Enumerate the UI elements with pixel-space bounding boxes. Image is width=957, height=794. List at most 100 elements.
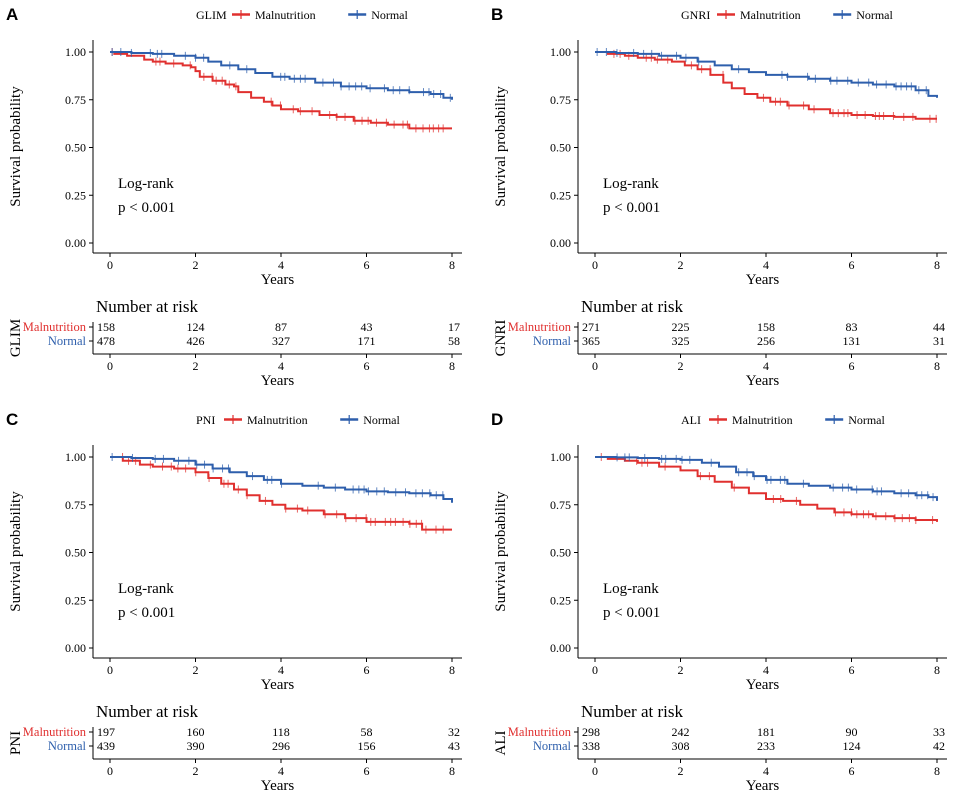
y-tick-label: 1.00	[550, 450, 571, 464]
x-axis-title: Years	[746, 272, 780, 288]
risk-count: 43	[448, 739, 460, 753]
risk-count: 242	[672, 725, 690, 739]
legend-title: GNRI	[681, 8, 710, 22]
risk-count: 90	[846, 725, 858, 739]
censor-marks-normal	[616, 453, 934, 502]
logrank-label: Log-rank	[118, 176, 174, 192]
risk-row-label-malnutrition: Malnutrition	[23, 320, 87, 334]
y-tick-label: 0.50	[550, 546, 571, 560]
y-tick-label: 0.00	[65, 236, 86, 250]
km-panel-a: A GLIM Malnutrition Normal0.000.250.500.751…	[6, 5, 462, 389]
risk-count: 131	[843, 334, 861, 348]
censor-marks-malnutrition	[122, 453, 444, 534]
risk-row-label-normal: Normal	[533, 334, 572, 348]
legend-label-malnutrition: Malnutrition	[740, 8, 801, 22]
x-axis-title: Years	[261, 677, 295, 693]
y-tick-label: 0.25	[65, 593, 86, 607]
risk-x-tick-label: 6	[849, 764, 855, 778]
y-tick-label: 0.00	[550, 641, 571, 655]
y-axis-title: Survival probability	[493, 491, 509, 612]
x-tick-label: 0	[107, 663, 113, 677]
x-tick-label: 2	[678, 258, 684, 272]
legend-title: PNI	[196, 413, 215, 427]
y-axis-title: Survival probability	[493, 86, 509, 207]
risk-x-tick-label: 4	[763, 359, 769, 373]
x-axis-title: Years	[261, 272, 295, 288]
x-tick-label: 4	[763, 258, 769, 272]
x-tick-label: 8	[449, 663, 455, 677]
risk-count: 83	[846, 320, 858, 334]
risk-x-tick-label: 8	[934, 764, 940, 778]
risk-count: 233	[757, 739, 775, 753]
risk-count: 308	[672, 739, 690, 753]
risk-count: 58	[448, 334, 460, 348]
y-tick-label: 1.00	[65, 45, 86, 59]
logrank-label: Log-rank	[118, 581, 174, 597]
panel-letter: C	[6, 410, 18, 429]
risk-count: 156	[358, 739, 376, 753]
risk-count: 171	[358, 334, 376, 348]
legend-title: GLIM	[196, 8, 227, 22]
x-tick-label: 8	[934, 258, 940, 272]
x-tick-label: 0	[107, 258, 113, 272]
risk-count: 426	[187, 334, 205, 348]
p-value-label: p < 0.001	[118, 605, 175, 621]
risk-count: 158	[97, 320, 115, 334]
risk-count: 33	[933, 725, 945, 739]
risk-count: 43	[361, 320, 373, 334]
x-tick-label: 2	[193, 663, 199, 677]
risk-count: 124	[843, 739, 861, 753]
y-axis-title: Survival probability	[8, 491, 24, 612]
risk-strata-label: PNI	[8, 731, 24, 755]
censor-marks-malnutrition	[600, 453, 934, 525]
risk-row-label-normal: Normal	[48, 739, 87, 753]
censor-marks-normal	[596, 48, 927, 95]
risk-count: 31	[933, 334, 945, 348]
risk-count: 271	[582, 320, 600, 334]
x-tick-label: 2	[193, 258, 199, 272]
y-axis-title: Survival probability	[8, 86, 24, 207]
risk-count: 225	[672, 320, 690, 334]
legend-label-malnutrition: Malnutrition	[247, 413, 308, 427]
legend-label-normal: Normal	[848, 413, 885, 427]
km-panel-c: C PNI Malnutrition Normal0.000.250.500.751.…	[6, 410, 462, 794]
risk-count: 124	[187, 320, 205, 334]
risk-count: 118	[272, 725, 290, 739]
x-tick-label: 4	[278, 258, 284, 272]
x-tick-label: 6	[364, 663, 370, 677]
p-value-label: p < 0.001	[603, 200, 660, 216]
censor-marks-malnutrition	[613, 49, 937, 123]
panel-letter: A	[6, 5, 18, 24]
x-tick-label: 6	[849, 258, 855, 272]
x-tick-label: 8	[934, 663, 940, 677]
risk-row-label-normal: Normal	[48, 334, 87, 348]
x-tick-label: 2	[678, 663, 684, 677]
risk-count: 478	[97, 334, 115, 348]
risk-x-tick-label: 0	[107, 764, 113, 778]
risk-count: 439	[97, 739, 115, 753]
risk-count: 181	[757, 725, 775, 739]
risk-count: 17	[448, 320, 460, 334]
y-tick-label: 0.00	[550, 236, 571, 250]
p-value-label: p < 0.001	[603, 605, 660, 621]
risk-x-tick-label: 6	[849, 359, 855, 373]
y-tick-label: 0.50	[550, 141, 571, 155]
y-tick-label: 0.25	[550, 188, 571, 202]
risk-table-title: Number at risk	[581, 702, 683, 721]
risk-x-tick-label: 8	[449, 359, 455, 373]
risk-count: 197	[97, 725, 115, 739]
risk-x-tick-label: 2	[193, 764, 199, 778]
risk-x-tick-label: 4	[278, 764, 284, 778]
y-tick-label: 0.00	[65, 641, 86, 655]
risk-row-label-normal: Normal	[533, 739, 572, 753]
censor-marks-normal	[111, 453, 444, 500]
y-tick-label: 0.75	[550, 93, 571, 107]
x-tick-label: 6	[849, 663, 855, 677]
legend-label-malnutrition: Malnutrition	[732, 413, 793, 427]
risk-count: 158	[757, 320, 775, 334]
risk-x-axis-title: Years	[261, 373, 295, 389]
logrank-label: Log-rank	[603, 581, 659, 597]
y-tick-label: 0.75	[65, 498, 86, 512]
x-tick-label: 0	[592, 258, 598, 272]
